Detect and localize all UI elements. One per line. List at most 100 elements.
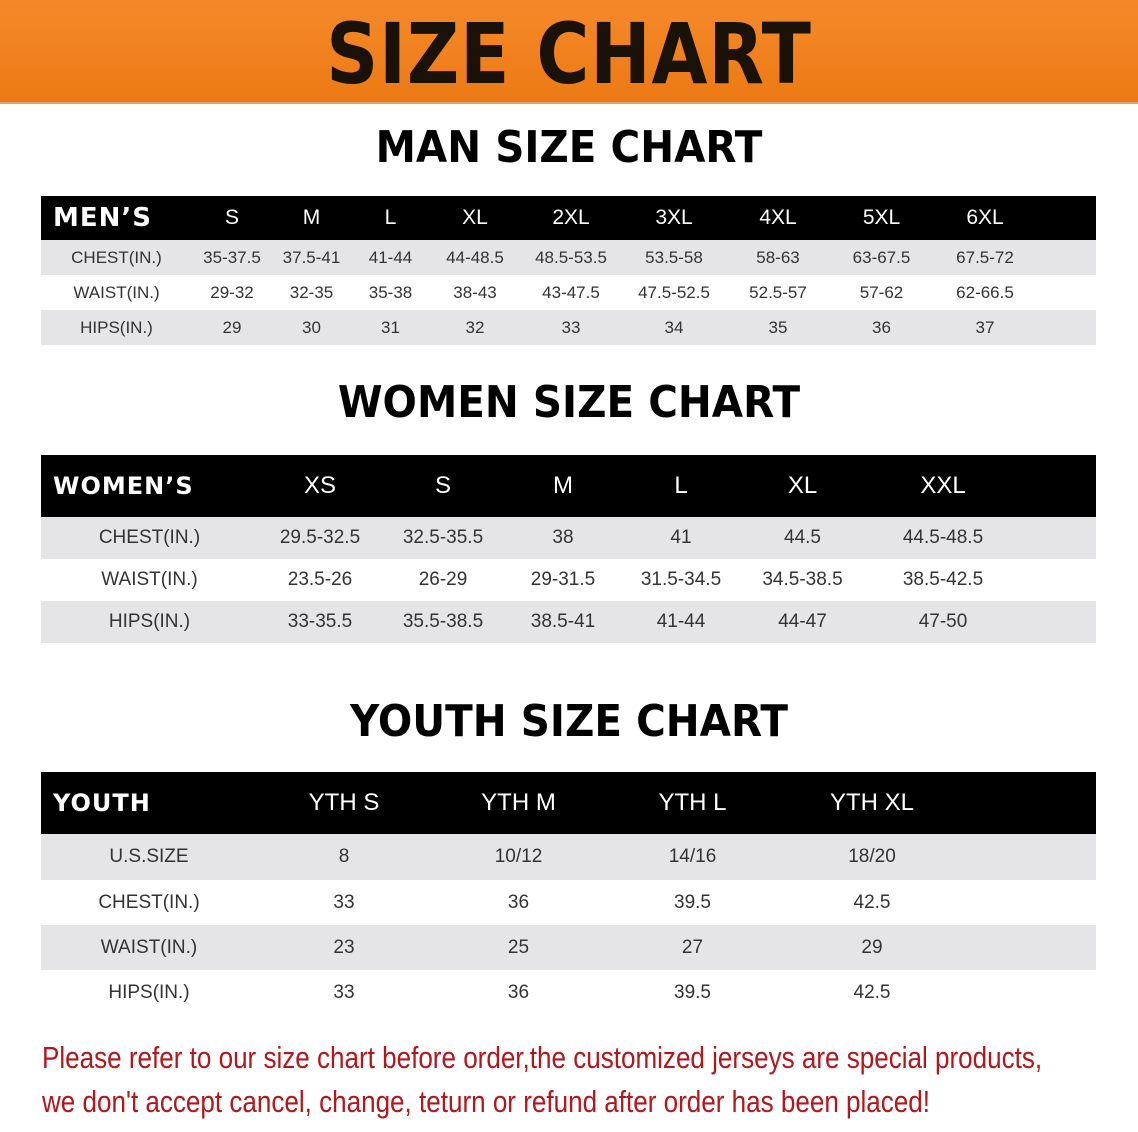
size-value: 18/20 [848,846,896,867]
size-header: S [434,472,451,499]
notice-line-1: Please refer to our size chart before or… [42,1040,1043,1075]
table-row: U.S.SIZE 8 10/12 14/16 18/20 [41,834,1096,880]
size-value: 33 [333,981,355,1003]
row-label: HIPS(IN.) [108,981,190,1003]
size-value: 29 [222,317,242,337]
size-value: 38.5-42.5 [902,569,984,590]
size-header: S [224,206,239,229]
row-label: CHEST(IN.) [71,247,162,267]
row-label: U.S.SIZE [109,846,189,867]
women-section-title: WOMEN SIZE CHART [337,377,801,428]
size-header: 2XL [552,206,590,229]
size-header: M [553,472,573,499]
title-banner: SIZE CHART [0,0,1138,104]
size-value: 32.5-35.5 [402,527,484,548]
row-label: CHEST(IN.) [98,527,201,548]
row-label: WAIST(IN.) [101,569,198,590]
header-row: WOMEN’S XS S M L XL XXL [41,455,1096,517]
men-section-title: MAN SIZE CHART [375,122,763,173]
size-value: 35.5-38.5 [402,611,484,632]
size-header: YTH XL [829,789,915,816]
table-row: WAIST(IN.) 23 25 27 29 [41,925,1096,970]
size-header: YTH L [658,789,727,816]
size-value: 33 [333,891,355,913]
size-value: 29-31.5 [530,569,596,590]
size-header: XXL [920,472,966,499]
size-value: 33-35.5 [287,611,353,632]
size-value: 32 [465,317,485,337]
header-row: MEN’S S M L XL 2XL 3XL 4XL 5XL 6XL [41,196,1096,240]
size-value: 8 [338,846,350,867]
size-header: 3XL [655,206,693,229]
size-value: 47.5-52.5 [638,282,710,302]
youth-size-table: YOUTH YTH S YTH M YTH L YTH XL U.S.SIZE 8 10/12… [41,772,1096,1015]
size-value: 37.5-41 [282,247,341,267]
women-size-table: WOMEN’S XS S M L XL XXL CHEST(IN.) 29.5-32.5 32.5… [41,455,1096,643]
row-label: WAIST(IN.) [100,936,198,958]
notice-line-2: we don't accept cancel, change, teturn o… [42,1084,931,1119]
header-row: YOUTH YTH S YTH M YTH L YTH XL [41,772,1096,834]
size-value: 57-62 [859,282,904,302]
size-value: 29-32 [210,282,254,302]
size-value: 27 [681,936,704,958]
size-value: 38 [552,527,574,548]
size-value: 58-63 [756,247,800,267]
size-value: 38.5-41 [530,611,596,632]
size-value: 35-38 [368,282,413,302]
men-size-table: MEN’S S M L XL 2XL 3XL 4XL 5XL 6XL CHEST(IN.) 35-37… [41,196,1096,345]
table-row: CHEST(IN.) 33 36 39.5 42.5 [41,880,1096,925]
table-row: CHEST(IN.) 29.5-32.5 32.5-35.5 38 41 44.5 44.5… [41,517,1096,559]
size-header: XL [462,206,488,229]
size-value: 23 [333,936,355,958]
order-notice: Please refer to our size chart before or… [42,1036,1126,1124]
size-value: 30 [302,317,321,337]
row-label: MEN’S [53,203,152,233]
row-label: YOUTH [53,789,151,817]
page-title: SIZE CHART [326,5,812,103]
size-value: 10/12 [494,846,543,867]
size-value: 63-67.5 [852,247,911,267]
size-header: L [674,472,688,499]
size-value: 48.5-53.5 [535,247,607,267]
youth-section-title: YOUTH SIZE CHART [350,696,788,747]
size-value: 36 [507,981,530,1003]
size-value: 14/16 [668,846,717,867]
size-value: 39.5 [674,981,711,1003]
size-value: 62-66.5 [956,282,1014,302]
size-header: M [302,206,321,229]
size-value: 41-44 [656,611,706,632]
table-row: WAIST(IN.) 23.5-26 26-29 29-31.5 31.5-34.5 34… [41,559,1096,601]
size-value: 29 [861,936,883,958]
size-value: 41-44 [368,247,413,267]
size-header: XL [787,472,818,499]
table-row: HIPS(IN.) 33 36 39.5 42.5 [41,970,1096,1015]
row-label: HIPS(IN.) [108,611,191,632]
size-value: 35-37.5 [203,247,261,267]
table-row: WAIST(IN.) 29-32 32-35 35-38 38-43 43-47.5 47.… [41,275,1096,310]
size-value: 38-43 [453,282,497,302]
size-value: 25 [507,936,530,958]
size-value: 26-29 [418,569,468,590]
size-value: 36 [507,891,530,913]
size-value: 31 [381,317,400,337]
table-row: HIPS(IN.) 29 30 31 32 33 34 35 36 37 [41,310,1096,345]
size-value: 42.5 [853,981,891,1003]
size-value: 44.5-48.5 [902,527,984,548]
size-value: 52.5-57 [749,282,807,302]
size-value: 67.5-72 [956,247,1014,267]
size-value: 36 [872,317,891,337]
size-header: YTH S [308,789,380,816]
size-value: 42.5 [853,891,891,913]
size-header: XS [303,472,336,499]
size-value: 41 [670,527,692,548]
size-value: 53.5-58 [645,247,703,267]
size-value: 44-47 [778,611,827,632]
table-row: HIPS(IN.) 33-35.5 35.5-38.5 38.5-41 41-44 44-… [41,601,1096,643]
size-value: 44-48.5 [446,247,504,267]
size-value: 47-50 [918,611,968,632]
size-header: YTH M [481,789,556,816]
size-value: 43-47.5 [542,282,600,302]
size-header: L [384,206,397,229]
size-header: 6XL [966,206,1004,229]
size-value: 34 [664,317,684,337]
